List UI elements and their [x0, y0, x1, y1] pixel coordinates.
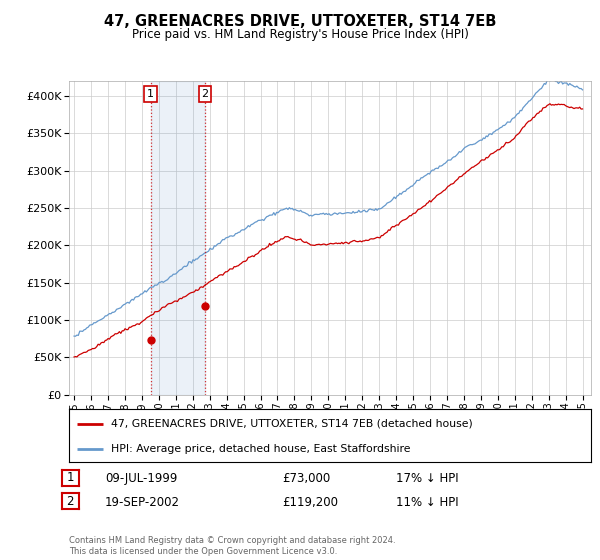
Text: 19-SEP-2002: 19-SEP-2002: [105, 496, 180, 509]
Text: 1: 1: [147, 89, 154, 99]
Text: £119,200: £119,200: [282, 496, 338, 509]
Text: Contains HM Land Registry data © Crown copyright and database right 2024.
This d: Contains HM Land Registry data © Crown c…: [69, 536, 395, 556]
Text: 2: 2: [67, 494, 74, 508]
Bar: [151, 81, 205, 395]
Text: 17% ↓ HPI: 17% ↓ HPI: [396, 472, 458, 486]
Text: 2: 2: [202, 89, 208, 99]
Text: 47, GREENACRES DRIVE, UTTOXETER, ST14 7EB: 47, GREENACRES DRIVE, UTTOXETER, ST14 7E…: [104, 14, 496, 29]
Text: Price paid vs. HM Land Registry's House Price Index (HPI): Price paid vs. HM Land Registry's House …: [131, 28, 469, 41]
Text: HPI: Average price, detached house, East Staffordshire: HPI: Average price, detached house, East…: [111, 444, 410, 454]
Text: 1: 1: [67, 471, 74, 484]
Text: £73,000: £73,000: [282, 472, 330, 486]
Text: 47, GREENACRES DRIVE, UTTOXETER, ST14 7EB (detached house): 47, GREENACRES DRIVE, UTTOXETER, ST14 7E…: [111, 419, 473, 429]
Text: 09-JUL-1999: 09-JUL-1999: [105, 472, 178, 486]
Text: 11% ↓ HPI: 11% ↓ HPI: [396, 496, 458, 509]
